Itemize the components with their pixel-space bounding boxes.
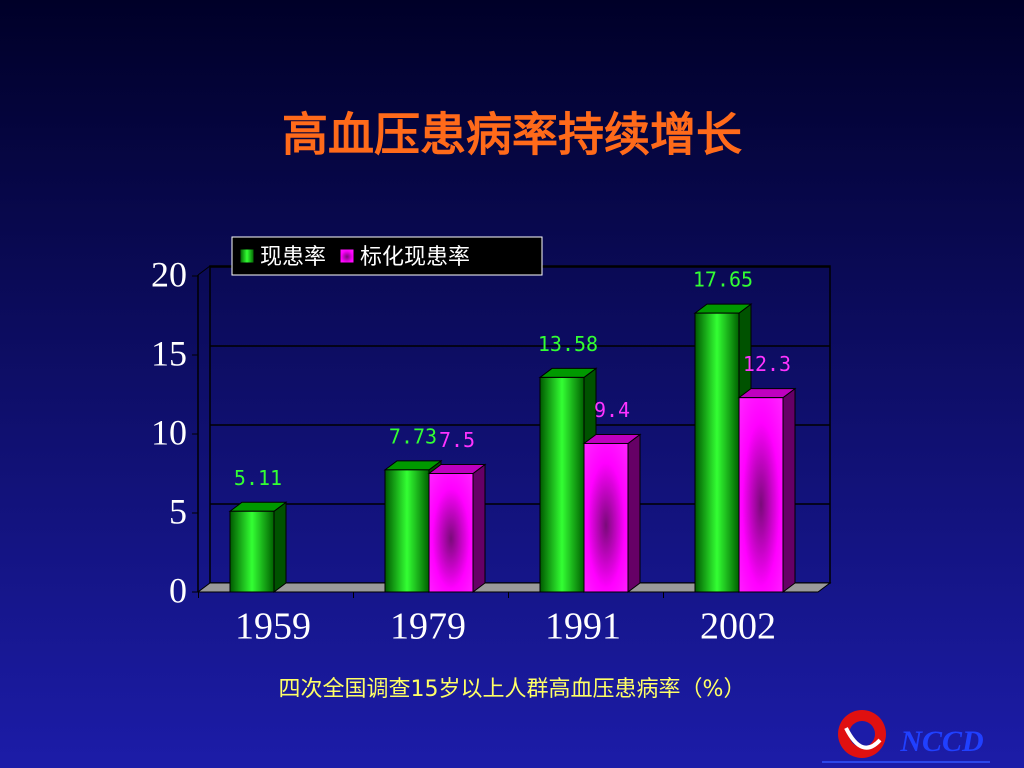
x-tick-label: 2002	[700, 606, 776, 648]
legend-swatch	[339, 248, 355, 264]
legend-label: 标化现患率	[360, 245, 470, 270]
x-axis-label: 四次全国调查15岁以上人群高血压患病率（%）	[279, 677, 746, 702]
bar-front	[384, 469, 430, 593]
logo: NCCD	[822, 710, 990, 763]
logo-swoosh	[844, 727, 882, 750]
value-label: 17.65	[693, 268, 753, 292]
wall-edge	[197, 265, 211, 276]
y-tick-label: 20	[151, 254, 187, 294]
bar	[737, 387, 797, 593]
bar-front	[229, 510, 275, 593]
bar-side	[472, 463, 486, 593]
x-tick-label: 1991	[545, 606, 621, 648]
bar-front	[583, 442, 629, 593]
bar-front	[694, 312, 740, 593]
y-tick-label: 0	[169, 570, 187, 610]
bar-side	[273, 501, 287, 593]
bar-front	[428, 473, 474, 593]
legend-label: 现患率	[260, 245, 326, 270]
legend-swatch	[239, 248, 255, 264]
value-label: 9.4	[594, 398, 630, 422]
chart-title: 高血压患病率持续增长	[282, 108, 742, 162]
bar-side	[627, 433, 641, 593]
value-label: 13.58	[538, 332, 598, 356]
bar	[228, 501, 288, 593]
y-tick-label: 15	[151, 333, 187, 373]
bar-front	[738, 397, 784, 593]
legend-box	[231, 236, 543, 276]
y-tick-label: 10	[151, 412, 187, 452]
logo-inner	[849, 721, 875, 747]
bar-side	[782, 387, 796, 593]
legend: 现患率 标化现患率	[231, 236, 543, 276]
bar	[582, 433, 642, 593]
legend-items: 现患率 标化现患率	[239, 245, 470, 270]
value-label: 7.5	[439, 428, 475, 452]
x-tick-label: 1959	[235, 606, 311, 648]
bar	[427, 463, 487, 593]
bars	[228, 303, 797, 593]
value-label: 5.11	[234, 466, 282, 490]
y-tick-label: 5	[169, 491, 187, 531]
x-tick-label: 1979	[390, 606, 466, 648]
value-label: 12.3	[743, 352, 791, 376]
value-label: 7.73	[389, 424, 437, 448]
bar-front	[539, 376, 585, 593]
logo-text: NCCD	[899, 725, 983, 758]
